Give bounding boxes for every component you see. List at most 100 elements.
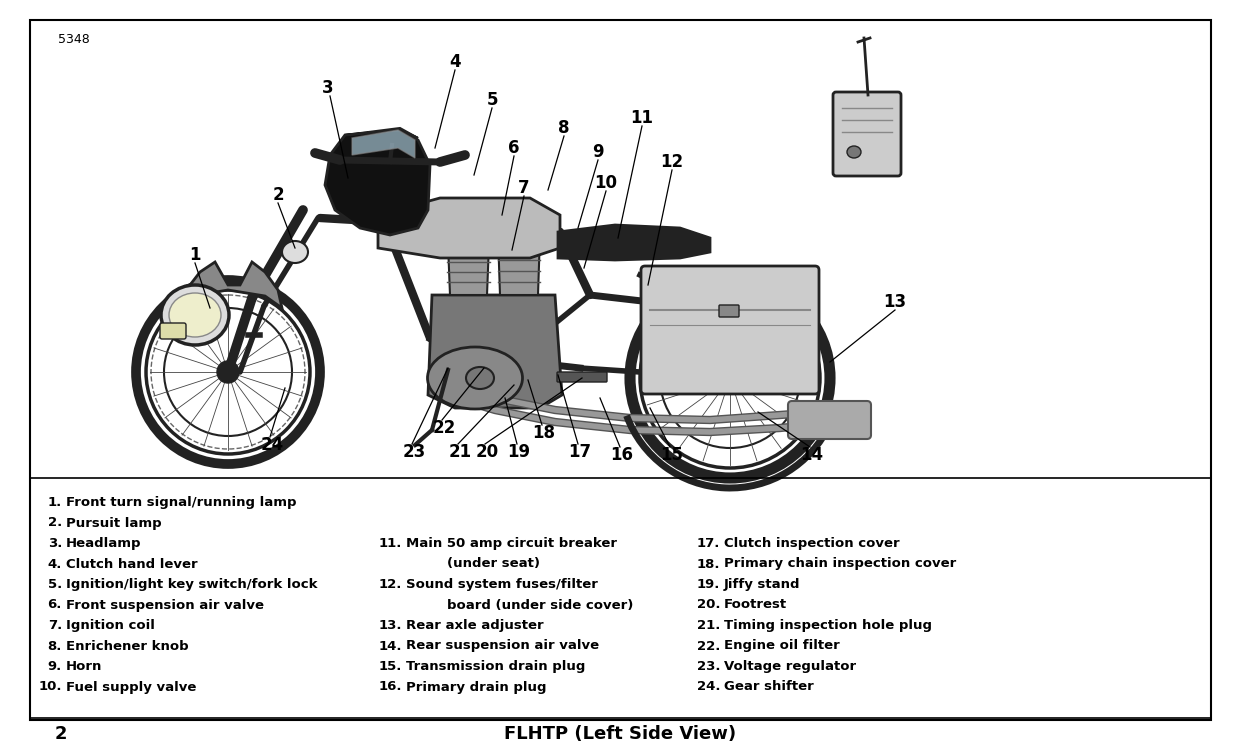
Text: 24.: 24. (696, 680, 720, 694)
Text: 13.: 13. (379, 619, 402, 632)
Text: Horn: Horn (66, 660, 102, 673)
Polygon shape (558, 225, 710, 260)
Text: 7: 7 (519, 179, 530, 197)
Text: Timing inspection hole plug: Timing inspection hole plug (724, 619, 932, 632)
Ellipse shape (169, 293, 221, 337)
Text: Clutch hand lever: Clutch hand lever (66, 557, 197, 571)
Text: Rear suspension air valve: Rear suspension air valve (406, 640, 599, 652)
Text: 5.: 5. (47, 578, 62, 591)
Text: Transmission drain plug: Transmission drain plug (406, 660, 586, 673)
Text: 12.: 12. (379, 578, 402, 591)
Ellipse shape (282, 241, 308, 263)
Text: 12: 12 (660, 153, 684, 171)
Text: 19.: 19. (696, 578, 720, 591)
Text: 13: 13 (884, 293, 907, 311)
Text: 21.: 21. (696, 619, 720, 632)
Text: Front suspension air valve: Front suspension air valve (66, 598, 264, 611)
Text: Ignition/light key switch/fork lock: Ignition/light key switch/fork lock (66, 578, 318, 591)
Text: 10.: 10. (38, 680, 62, 694)
Text: 23.: 23. (696, 660, 720, 673)
Text: Headlamp: Headlamp (66, 537, 141, 550)
Ellipse shape (161, 285, 230, 345)
Text: 1.: 1. (47, 496, 62, 509)
Polygon shape (345, 128, 418, 138)
Text: 15: 15 (660, 446, 684, 464)
Text: Fuel supply valve: Fuel supply valve (66, 680, 196, 694)
FancyBboxPatch shape (642, 266, 819, 394)
FancyBboxPatch shape (788, 401, 871, 439)
Ellipse shape (427, 347, 522, 409)
Text: 8: 8 (558, 119, 570, 137)
Text: Footrest: Footrest (724, 598, 787, 611)
Text: 3: 3 (323, 79, 334, 97)
Polygon shape (325, 130, 429, 235)
Text: Pursuit lamp: Pursuit lamp (66, 517, 161, 530)
Text: Front turn signal/running lamp: Front turn signal/running lamp (66, 496, 297, 509)
Text: Primary drain plug: Primary drain plug (406, 680, 546, 694)
FancyBboxPatch shape (719, 305, 738, 317)
Ellipse shape (719, 366, 742, 390)
Text: 6.: 6. (47, 598, 62, 611)
Text: Primary chain inspection cover: Primary chain inspection cover (724, 557, 957, 571)
Text: 9: 9 (592, 143, 604, 161)
Text: Rear axle adjuster: Rear axle adjuster (406, 619, 544, 632)
FancyBboxPatch shape (833, 92, 901, 176)
Text: 8.: 8. (47, 640, 62, 652)
Ellipse shape (467, 367, 494, 389)
Ellipse shape (217, 361, 240, 383)
FancyBboxPatch shape (160, 323, 186, 339)
Text: 17.: 17. (696, 537, 720, 550)
Text: Voltage regulator: Voltage regulator (724, 660, 856, 673)
Text: 23: 23 (402, 443, 426, 461)
Text: 9.: 9. (47, 660, 62, 673)
Text: 14: 14 (800, 446, 824, 464)
Text: 18.: 18. (696, 557, 720, 571)
Text: 20: 20 (475, 443, 499, 461)
Text: 22: 22 (432, 419, 455, 437)
Text: (under seat): (under seat) (447, 557, 540, 571)
Text: 24: 24 (261, 436, 284, 454)
Text: 16: 16 (611, 446, 633, 464)
Text: 4: 4 (449, 53, 460, 71)
Text: Jiffy stand: Jiffy stand (724, 578, 800, 591)
Text: 15.: 15. (379, 660, 402, 673)
Text: 5: 5 (486, 91, 498, 109)
Polygon shape (379, 198, 560, 258)
Text: 5348: 5348 (58, 33, 89, 46)
Polygon shape (352, 130, 414, 158)
Text: 6: 6 (509, 139, 520, 157)
Text: 10: 10 (594, 174, 618, 192)
FancyBboxPatch shape (557, 372, 607, 382)
Text: Engine oil filter: Engine oil filter (724, 640, 840, 652)
Ellipse shape (848, 146, 861, 158)
Text: Gear shifter: Gear shifter (724, 680, 814, 694)
Text: 11: 11 (630, 109, 654, 127)
Polygon shape (498, 235, 540, 295)
Text: 7.: 7. (47, 619, 62, 632)
Text: 20.: 20. (696, 598, 720, 611)
Text: 11.: 11. (379, 537, 402, 550)
Text: Sound system fuses/filter: Sound system fuses/filter (406, 578, 598, 591)
Polygon shape (185, 262, 282, 308)
Polygon shape (447, 218, 490, 295)
Text: 22.: 22. (696, 640, 720, 652)
Text: Enrichener knob: Enrichener knob (66, 640, 189, 652)
Text: 3.: 3. (47, 537, 62, 550)
Text: Main 50 amp circuit breaker: Main 50 amp circuit breaker (406, 537, 617, 550)
Text: 21: 21 (448, 443, 472, 461)
Text: 18: 18 (532, 424, 556, 442)
Text: 14.: 14. (379, 640, 402, 652)
Text: 19: 19 (508, 443, 531, 461)
Text: 2: 2 (272, 186, 284, 204)
Text: 4.: 4. (47, 557, 62, 571)
Text: Ignition coil: Ignition coil (66, 619, 155, 632)
Text: board (under side cover): board (under side cover) (447, 598, 633, 611)
Text: Clutch inspection cover: Clutch inspection cover (724, 537, 900, 550)
Text: 1: 1 (189, 246, 201, 264)
Text: 2.: 2. (47, 517, 62, 530)
Text: 16.: 16. (379, 680, 402, 694)
Text: 2: 2 (55, 725, 67, 743)
Text: FLHTP (Left Side View): FLHTP (Left Side View) (504, 725, 736, 743)
Text: 17: 17 (568, 443, 592, 461)
Polygon shape (428, 295, 562, 408)
